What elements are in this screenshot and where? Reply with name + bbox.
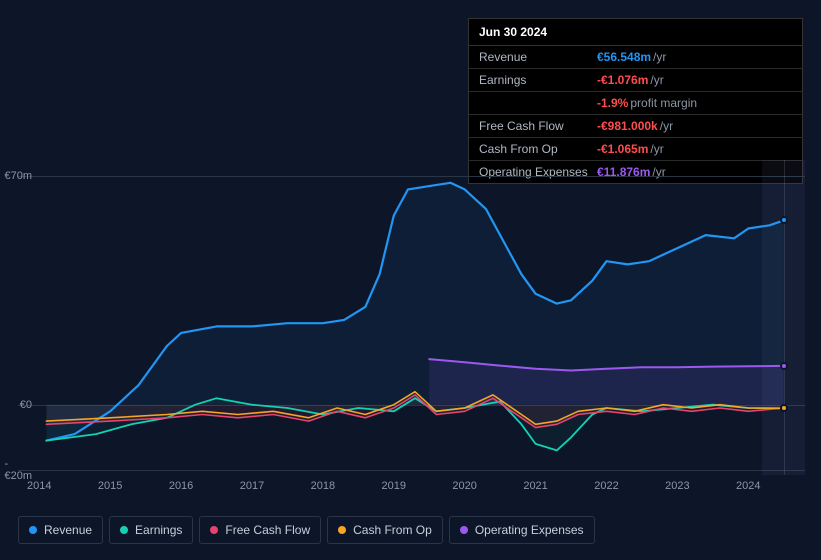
x-axis-label: 2019 — [382, 480, 406, 492]
series-endpoint-dot — [780, 216, 788, 224]
legend-color-dot — [120, 526, 128, 534]
financials-chart[interactable]: €70m€0-€20m 2014201520162017201820192020… — [18, 160, 805, 475]
tooltip-row-value: €56.548m — [597, 50, 651, 64]
tooltip-row-unit: /yr — [660, 119, 673, 133]
gridline — [18, 470, 805, 471]
tooltip-row-value: -1.9% — [597, 96, 628, 110]
x-axis-label: 2021 — [523, 480, 547, 492]
tooltip-row: -1.9% profit margin — [469, 92, 802, 115]
x-axis-label: 2022 — [594, 480, 618, 492]
tooltip-row-unit: /yr — [653, 50, 666, 64]
x-axis-label: 2020 — [452, 480, 476, 492]
legend-item[interactable]: Earnings — [109, 516, 193, 544]
legend-item[interactable]: Free Cash Flow — [199, 516, 321, 544]
x-axis-label: 2024 — [736, 480, 760, 492]
x-axis-label: 2017 — [240, 480, 264, 492]
tooltip-row-value: -€1.065m — [597, 142, 648, 156]
legend-color-dot — [210, 526, 218, 534]
legend-label: Cash From Op — [353, 523, 432, 537]
tooltip-row-label: Revenue — [479, 50, 597, 64]
legend-color-dot — [29, 526, 37, 534]
chart-plot — [18, 160, 805, 470]
x-axis-label: 2015 — [98, 480, 122, 492]
legend-item[interactable]: Cash From Op — [327, 516, 443, 544]
tooltip-date: Jun 30 2024 — [469, 19, 802, 46]
series-endpoint-dot — [780, 404, 788, 412]
tooltip-row: Earnings-€1.076m /yr — [469, 69, 802, 92]
legend-label: Revenue — [44, 523, 92, 537]
tooltip-row-label: Free Cash Flow — [479, 119, 597, 133]
series-endpoint-dot — [780, 362, 788, 370]
legend-label: Free Cash Flow — [225, 523, 310, 537]
tooltip-row-label: Earnings — [479, 73, 597, 87]
legend-color-dot — [338, 526, 346, 534]
legend-label: Earnings — [135, 523, 182, 537]
tooltip-row: Free Cash Flow-€981.000k /yr — [469, 115, 802, 138]
tooltip-row-value: -€1.076m — [597, 73, 648, 87]
y-axis-label: €0 — [20, 399, 32, 411]
tooltip-row: Cash From Op-€1.065m /yr — [469, 138, 802, 161]
x-axis-label: 2014 — [27, 480, 51, 492]
hover-line — [784, 160, 785, 475]
tooltip-row-label: Cash From Op — [479, 142, 597, 156]
y-axis-label: €70m — [4, 170, 32, 182]
y-axis-label: -€20m — [4, 458, 32, 482]
tooltip-row-unit: profit margin — [630, 96, 697, 110]
x-axis-label: 2023 — [665, 480, 689, 492]
legend-color-dot — [460, 526, 468, 534]
x-axis-label: 2016 — [169, 480, 193, 492]
tooltip-row-unit: /yr — [650, 73, 663, 87]
legend-item[interactable]: Revenue — [18, 516, 103, 544]
tooltip-row-label — [479, 96, 597, 110]
tooltip-row: Revenue€56.548m /yr — [469, 46, 802, 69]
legend-item[interactable]: Operating Expenses — [449, 516, 595, 544]
tooltip-row-unit: /yr — [650, 142, 663, 156]
tooltip-row-value: -€981.000k — [597, 119, 658, 133]
x-axis-label: 2018 — [311, 480, 335, 492]
legend: Revenue Earnings Free Cash Flow Cash From O… — [18, 516, 595, 544]
legend-label: Operating Expenses — [475, 523, 584, 537]
